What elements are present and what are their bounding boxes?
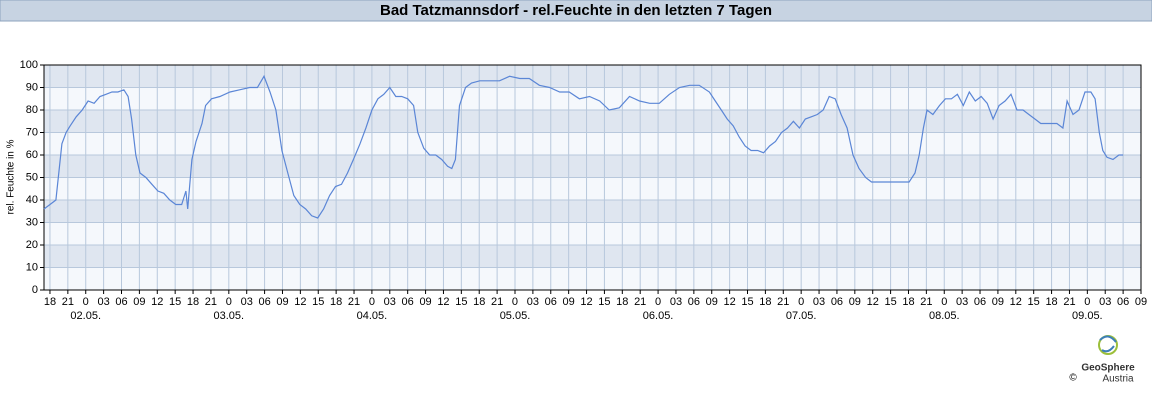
x-tick-label: 21 (1063, 296, 1075, 308)
x-tick-label: 21 (205, 296, 217, 308)
date-label: 09.05. (1072, 310, 1103, 322)
x-tick-label: 09 (1135, 296, 1147, 308)
y-axis-label: rel. Feuchte in % (6, 139, 17, 214)
x-tick-label: 15 (741, 296, 753, 308)
x-tick-label: 15 (598, 296, 610, 308)
copyright: © (1069, 373, 1077, 384)
band (44, 65, 1141, 88)
date-label: 06.05. (643, 310, 674, 322)
x-tick-label: 09 (563, 296, 575, 308)
band (44, 155, 1141, 178)
x-tick-label: 0 (798, 296, 804, 308)
date-label: 03.05. (214, 310, 245, 322)
x-tick-label: 06 (688, 296, 700, 308)
x-tick-label: 0 (83, 296, 89, 308)
x-tick-label: 18 (44, 296, 56, 308)
x-tick-label: 18 (616, 296, 628, 308)
x-tick-label: 15 (312, 296, 324, 308)
x-tick-label: 03 (813, 296, 825, 308)
y-tick-label: 60 (26, 149, 38, 161)
band (44, 200, 1141, 223)
x-tick-label: 09 (992, 296, 1004, 308)
x-tick-label: 09 (276, 296, 288, 308)
y-tick-label: 80 (26, 104, 38, 116)
x-tick-label: 18 (187, 296, 199, 308)
x-tick-label: 18 (1045, 296, 1057, 308)
x-tick-label: 06 (402, 296, 414, 308)
x-tick-label: 0 (941, 296, 947, 308)
x-tick-label: 12 (437, 296, 449, 308)
date-label: 04.05. (357, 310, 388, 322)
x-tick-label: 21 (920, 296, 932, 308)
title-bar (0, 0, 1152, 22)
x-tick-label: 09 (133, 296, 145, 308)
date-label: 02.05. (70, 310, 101, 322)
x-tick-label: 15 (169, 296, 181, 308)
x-tick-label: 0 (512, 296, 518, 308)
x-tick-label: 21 (777, 296, 789, 308)
x-tick-label: 15 (1028, 296, 1040, 308)
x-tick-label: 18 (473, 296, 485, 308)
x-tick-label: 09 (419, 296, 431, 308)
logo (1098, 335, 1118, 355)
plot-frame (43, 64, 1142, 291)
x-tick-label: 12 (151, 296, 163, 308)
x-tick-label: 21 (62, 296, 74, 308)
x-tick-label: 06 (115, 296, 127, 308)
y-tick-label: 50 (26, 171, 38, 183)
x-tick-label: 06 (1117, 296, 1129, 308)
x-tick-label: 09 (849, 296, 861, 308)
x-tick-label: 0 (226, 296, 232, 308)
x-tick-label: 12 (294, 296, 306, 308)
x-tick-label: 18 (902, 296, 914, 308)
y-tick-label: 0 (32, 284, 38, 296)
x-tick-label: 21 (491, 296, 503, 308)
x-tick-label: 03 (384, 296, 396, 308)
y-tick-label: 90 (26, 81, 38, 93)
y-tick-label: 30 (26, 216, 38, 228)
x-tick-label: 03 (1099, 296, 1111, 308)
x-tick-label: 03 (670, 296, 682, 308)
y-tick-label: 20 (26, 239, 38, 251)
chart-title: Bad Tatzmannsdorf - rel.Feuchte in den l… (380, 2, 772, 19)
x-tick-label: 06 (831, 296, 843, 308)
x-tick-label: 12 (1010, 296, 1022, 308)
x-tick-label: 03 (527, 296, 539, 308)
x-tick-label: 0 (655, 296, 661, 308)
x-tick-label: 18 (759, 296, 771, 308)
y-tick-label: 40 (26, 194, 38, 206)
x-tick-label: 06 (258, 296, 270, 308)
x-tick-label: 0 (1084, 296, 1090, 308)
x-tick-label: 09 (706, 296, 718, 308)
x-tick-label: 15 (884, 296, 896, 308)
x-tick-label: 21 (634, 296, 646, 308)
date-label: 08.05. (929, 310, 960, 322)
logo-icon (1099, 335, 1117, 353)
y-tick-label: 10 (26, 261, 38, 273)
x-tick-label: 12 (867, 296, 879, 308)
y-tick-label: 70 (26, 126, 38, 138)
x-tick-label: 0 (369, 296, 375, 308)
logo-sub: Austria (1102, 374, 1134, 385)
x-tick-label: 12 (724, 296, 736, 308)
line-series (43, 74, 1124, 219)
x-tick-label: 15 (455, 296, 467, 308)
x-tick-label: 21 (348, 296, 360, 308)
x-tick-label: 06 (545, 296, 557, 308)
date-label: 07.05. (786, 310, 817, 322)
date-label: 05.05. (500, 310, 531, 322)
x-tick-label: 03 (956, 296, 968, 308)
x-tick-label: 06 (974, 296, 986, 308)
x-tick-label: 03 (241, 296, 253, 308)
x-tick-label: 12 (580, 296, 592, 308)
logo-name: GeoSphere (1081, 363, 1135, 374)
x-tick-label: 18 (330, 296, 342, 308)
x-tick-label: 03 (97, 296, 109, 308)
band (44, 245, 1141, 268)
y-tick-label: 100 (20, 59, 38, 71)
band (44, 110, 1141, 133)
